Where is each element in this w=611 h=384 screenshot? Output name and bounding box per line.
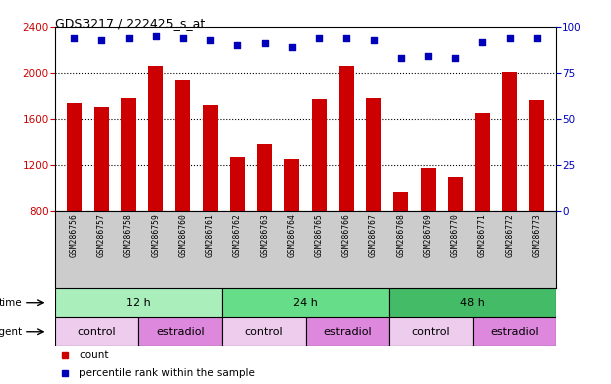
Point [233,42,243,48]
Text: time: time [0,298,23,308]
Text: GSM286759: GSM286759 [152,213,160,257]
Point [368,37,378,43]
Text: GSM286761: GSM286761 [206,213,214,257]
Bar [312,99,327,211]
Bar [530,101,544,211]
Point [450,55,460,61]
Text: estradiol: estradiol [156,327,205,337]
Bar [284,159,299,211]
Point [69,35,79,41]
Point [314,35,324,41]
Bar [389,317,472,346]
Bar [257,144,272,211]
Bar [502,72,517,211]
Text: GDS3217 / 222425_s_at: GDS3217 / 222425_s_at [55,17,205,30]
Point [260,40,269,46]
Bar [472,317,556,346]
Point [423,53,433,60]
Text: estradiol: estradiol [323,327,371,337]
Text: GSM286760: GSM286760 [178,213,188,257]
Bar [222,288,389,317]
Text: GSM286770: GSM286770 [451,213,459,257]
Bar [55,317,139,346]
Text: GSM286769: GSM286769 [423,213,433,257]
Bar [475,113,490,211]
Text: GSM286767: GSM286767 [369,213,378,257]
Text: control: control [78,327,116,337]
Text: GSM286758: GSM286758 [124,213,133,257]
Bar [420,168,436,211]
Bar [55,288,222,317]
Text: agent: agent [0,327,23,337]
Point [151,33,161,39]
Point [178,35,188,41]
Bar [148,66,163,211]
Bar [366,98,381,211]
Bar [94,108,109,211]
Point [287,44,297,50]
Point [505,35,514,41]
Bar [222,317,306,346]
Bar [67,103,81,211]
Text: GSM286773: GSM286773 [532,213,541,257]
Bar [448,177,463,211]
Text: GSM286763: GSM286763 [260,213,269,257]
Text: GSM286764: GSM286764 [287,213,296,257]
Text: percentile rank within the sample: percentile rank within the sample [79,368,255,378]
Text: GSM286756: GSM286756 [70,213,79,257]
Point [205,37,215,43]
Text: GSM286762: GSM286762 [233,213,242,257]
Bar [393,192,408,211]
Bar [306,317,389,346]
Bar [339,66,354,211]
Point [97,37,106,43]
Text: estradiol: estradiol [490,327,538,337]
Text: 24 h: 24 h [293,298,318,308]
Point [478,38,488,45]
Text: GSM286757: GSM286757 [97,213,106,257]
Text: GSM286766: GSM286766 [342,213,351,257]
Text: GSM286771: GSM286771 [478,213,487,257]
Text: 48 h: 48 h [460,298,485,308]
Text: count: count [79,350,109,360]
Point [532,35,542,41]
Text: GSM286765: GSM286765 [315,213,324,257]
Bar [203,105,218,211]
Text: GSM286772: GSM286772 [505,213,514,257]
Bar [175,80,191,211]
Bar [121,98,136,211]
Point [342,35,351,41]
Bar [230,157,245,211]
Bar [139,317,222,346]
Point [396,55,406,61]
Text: GSM286768: GSM286768 [397,213,405,257]
Text: 12 h: 12 h [126,298,151,308]
Bar [389,288,556,317]
Point [123,35,133,41]
Text: control: control [244,327,283,337]
Text: control: control [411,327,450,337]
